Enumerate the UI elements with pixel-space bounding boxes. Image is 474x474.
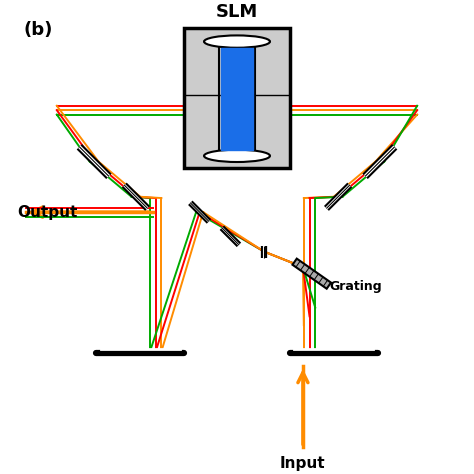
Text: SLM: SLM [216, 3, 258, 21]
Text: Output: Output [17, 205, 78, 219]
Polygon shape [292, 259, 331, 289]
Text: Input: Input [280, 456, 326, 471]
Ellipse shape [204, 36, 270, 48]
Text: Grating: Grating [329, 280, 382, 293]
Bar [221, 48, 253, 150]
Ellipse shape [204, 150, 270, 162]
Bar [184, 27, 290, 168]
Text: (b): (b) [24, 21, 53, 39]
